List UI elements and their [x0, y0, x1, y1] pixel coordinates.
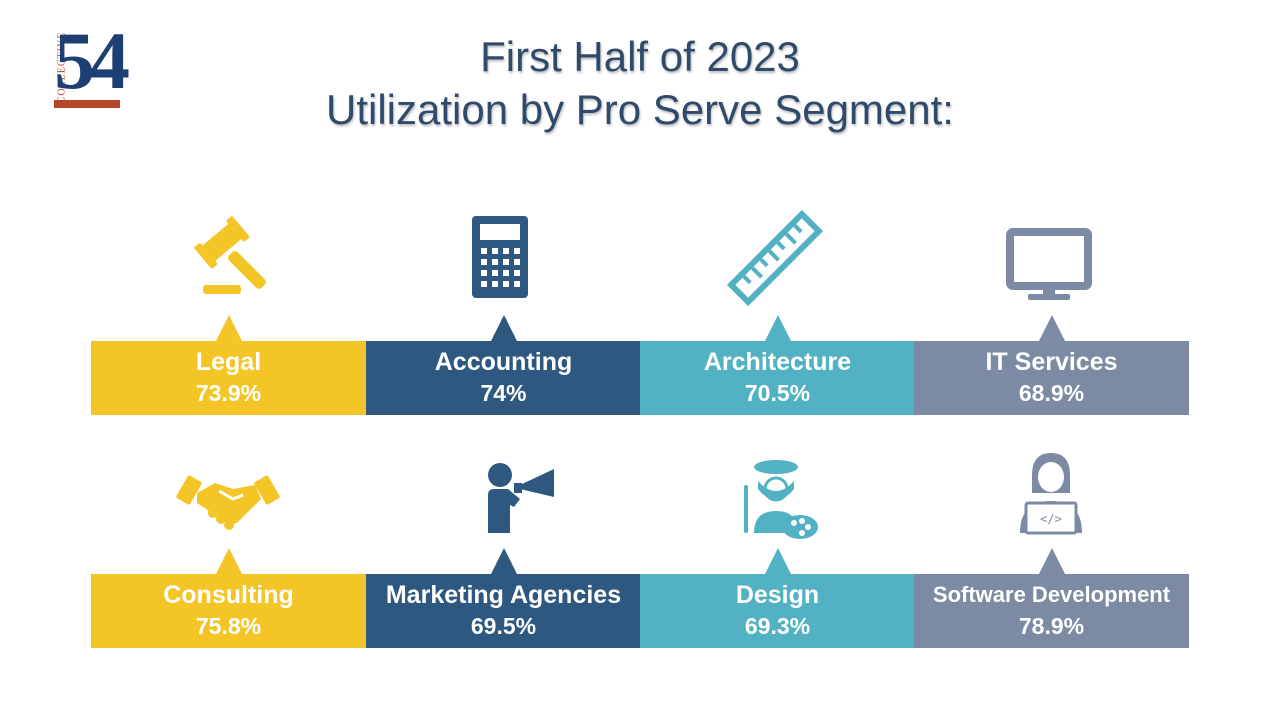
title-line-2: Utilization by Pro Serve Segment:: [326, 86, 954, 133]
segment-value: 68.9%: [1018, 380, 1085, 406]
title-line-1: First Half of 2023: [480, 33, 800, 80]
pointer: [491, 548, 517, 574]
handshake-icon: [173, 455, 283, 555]
collective-54-logo: COLLECTIVE 54: [40, 20, 130, 112]
segment-card-design: Design 69.3%: [640, 548, 915, 648]
logo-number: 54: [54, 15, 130, 106]
segment-card-consulting: Consulting 75.8%: [91, 548, 366, 648]
segment-card-accounting: Accounting 74%: [366, 315, 641, 415]
calculator-icon: [446, 210, 556, 310]
segment-value: 70.5%: [744, 380, 811, 406]
pointer: [216, 548, 242, 574]
pointer: [765, 548, 791, 574]
megaphone-icon: [466, 455, 576, 555]
segment-value: 74%: [480, 380, 527, 406]
developer-laptop-icon: </>: [996, 447, 1106, 547]
segment-name: Consulting: [163, 581, 294, 609]
pointer: [216, 315, 242, 341]
monitor-icon: [994, 218, 1104, 318]
segment-value: 73.9%: [195, 380, 262, 406]
segment-name: Software Development: [932, 582, 1171, 607]
segment-card-architecture: Architecture 70.5%: [640, 315, 915, 415]
page-title: First Half of 2023 Utilization by Pro Se…: [0, 30, 1280, 136]
segment-value: 69.3%: [744, 613, 811, 639]
pointer: [491, 315, 517, 341]
segment-value: 69.5%: [470, 613, 537, 639]
ruler-icon: [720, 210, 830, 310]
pointer: [765, 315, 791, 341]
pointer: [1039, 315, 1065, 341]
segment-card-it-services: IT Services 68.9%: [914, 315, 1189, 415]
segment-name: Accounting: [434, 348, 573, 376]
segment-name: Marketing Agencies: [385, 581, 622, 609]
segment-name: Architecture: [703, 348, 852, 376]
segment-name: Legal: [195, 348, 262, 376]
segment-value: 75.8%: [195, 613, 262, 639]
segment-name: IT Services: [985, 348, 1118, 376]
segment-value: 78.9%: [1018, 613, 1085, 639]
segment-card-marketing-agencies: Marketing Agencies 69.5%: [366, 548, 641, 648]
artist-palette-icon: [722, 455, 832, 555]
svg-text:</>: </>: [1040, 512, 1062, 526]
pointer: [1039, 548, 1065, 574]
segment-name: Design: [735, 581, 820, 609]
segment-card-software-development: Software Development 78.9%: [914, 548, 1189, 648]
gavel-icon: [183, 205, 293, 305]
segment-card-legal: Legal 73.9%: [91, 315, 366, 415]
logo-underline: [54, 100, 120, 108]
